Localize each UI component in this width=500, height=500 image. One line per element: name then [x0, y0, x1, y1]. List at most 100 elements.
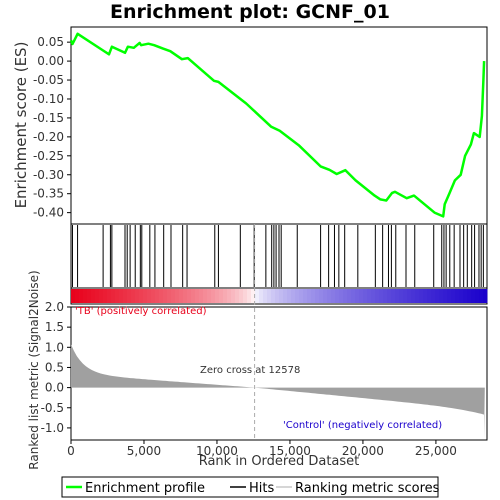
heatmap-cell	[83, 289, 87, 303]
heatmap-cell	[211, 289, 215, 303]
es-y-tick-label: -0.05	[33, 73, 64, 87]
heatmap-cell	[367, 289, 371, 303]
heatmap-cell	[227, 289, 231, 303]
heatmap-cell	[107, 289, 111, 303]
heatmap-cell	[199, 289, 203, 303]
heatmap-cell	[455, 289, 459, 303]
heatmap-cell	[115, 289, 119, 303]
heatmap-cell	[363, 289, 367, 303]
x-tick-label: 5,000	[127, 444, 161, 458]
heatmap-cell	[379, 289, 383, 303]
heatmap-cell	[331, 289, 335, 303]
heatmap-cell	[439, 289, 443, 303]
heatmap-cell	[119, 289, 123, 303]
heatmap-cell	[335, 289, 339, 303]
heatmap-cell	[255, 289, 259, 303]
es-y-tick-label: -0.35	[33, 187, 64, 201]
heatmap-cell	[419, 289, 423, 303]
heatmap-cell	[347, 289, 351, 303]
heatmap-cell	[219, 289, 223, 303]
negative-annotation: 'Control' (negatively correlated)	[283, 420, 442, 431]
heatmap-cell	[467, 289, 471, 303]
es-y-tick-label: -0.20	[33, 130, 64, 144]
heatmap-cell	[427, 289, 431, 303]
heatmap-cell	[479, 289, 483, 303]
heatmap-cell	[159, 289, 163, 303]
heatmap-cell	[287, 289, 291, 303]
ranking-heatmap	[71, 289, 487, 303]
heatmap-cell	[323, 289, 327, 303]
heatmap-cell	[163, 289, 167, 303]
heatmap-cell	[279, 289, 283, 303]
heatmap-cell	[295, 289, 299, 303]
heatmap-cell	[247, 289, 251, 303]
heatmap-cell	[431, 289, 435, 303]
heatmap-cell	[203, 289, 207, 303]
zero-cross-annotation: Zero cross at 12578	[200, 365, 300, 376]
heatmap-cell	[415, 289, 419, 303]
heatmap-cell	[75, 289, 79, 303]
legend: Enrichment profile Hits Ranking metric s…	[62, 477, 440, 497]
heatmap-cell	[399, 289, 403, 303]
es-y-tick-label: -0.10	[33, 92, 64, 106]
legend-hits-label: Hits	[249, 481, 274, 496]
heatmap-cell	[387, 289, 391, 303]
heatmap-cell	[147, 289, 151, 303]
heatmap-cell	[307, 289, 311, 303]
heatmap-cell	[355, 289, 359, 303]
heatmap-cell	[79, 289, 83, 303]
heatmap-cell	[243, 289, 247, 303]
x-tick-label: 0	[67, 444, 75, 458]
heatmap-cell	[131, 289, 135, 303]
heatmap-cell	[471, 289, 475, 303]
metric-y-tick-label: -1.0	[41, 421, 64, 435]
heatmap-cell	[447, 289, 451, 303]
heatmap-cell	[139, 289, 143, 303]
heatmap-cell	[443, 289, 447, 303]
heatmap-cell	[319, 289, 323, 303]
heatmap-cell	[283, 289, 287, 303]
metric-y-tick-label: -0.5	[41, 401, 64, 415]
heatmap-cell	[459, 289, 463, 303]
heatmap-cell	[195, 289, 199, 303]
heatmap-cell	[391, 289, 395, 303]
heatmap-cell	[311, 289, 315, 303]
heatmap-cell	[299, 289, 303, 303]
heatmap-cell	[267, 289, 271, 303]
heatmap-cell	[135, 289, 139, 303]
metric-y-tick-label: 0.0	[45, 381, 64, 395]
heatmap-cell	[239, 289, 243, 303]
heatmap-cell	[483, 289, 487, 303]
heatmap-cell	[271, 289, 275, 303]
heatmap-cell	[407, 289, 411, 303]
heatmap-cell	[291, 289, 295, 303]
heatmap-cell	[259, 289, 263, 303]
es-panel	[71, 27, 487, 224]
heatmap-cell	[187, 289, 191, 303]
heatmap-cell	[167, 289, 171, 303]
heatmap-cell	[359, 289, 363, 303]
heatmap-cell	[99, 289, 103, 303]
heatmap-cell	[403, 289, 407, 303]
heatmap-cell	[179, 289, 183, 303]
x-axis-label: Rank in Ordered Dataset	[199, 454, 360, 469]
es-y-tick-label: -0.30	[33, 168, 64, 182]
heatmap-cell	[151, 289, 155, 303]
heatmap-cell	[91, 289, 95, 303]
heatmap-cell	[475, 289, 479, 303]
es-y-label: Enrichment score (ES)	[12, 42, 30, 209]
es-y-tick-label: -0.25	[33, 149, 64, 163]
heatmap-cell	[435, 289, 439, 303]
heatmap-cell	[371, 289, 375, 303]
heatmap-cell	[383, 289, 387, 303]
heatmap-cell	[463, 289, 467, 303]
heatmap-cell	[127, 289, 131, 303]
metric-y-axis: 2.0 1.5 1.0 0.5 0.0 -0.5 -1.0	[41, 300, 71, 435]
positive-annotation: 'TB' (positively correlated)	[75, 306, 207, 317]
es-y-axis: 0.05 0.00 -0.05 -0.10 -0.15 -0.20 -0.25 -0.30 -0…	[33, 35, 71, 219]
heatmap-cell	[339, 289, 343, 303]
heatmap-cell	[103, 289, 107, 303]
es-y-tick-label: 0.05	[37, 35, 64, 49]
heatmap-cell	[327, 289, 331, 303]
heatmap-cell	[451, 289, 455, 303]
